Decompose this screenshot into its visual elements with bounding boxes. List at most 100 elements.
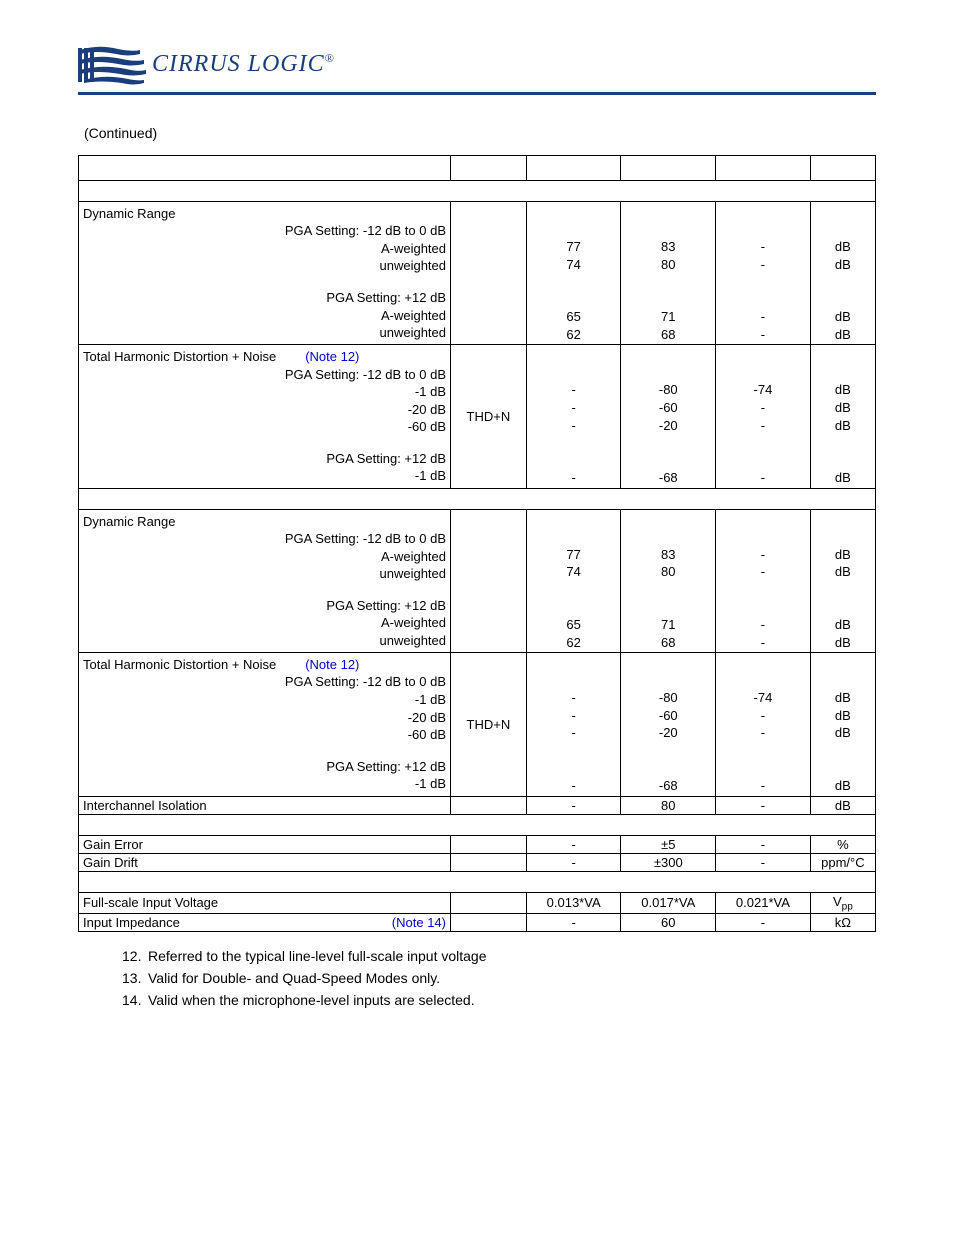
d-imp-max: - bbox=[716, 914, 811, 932]
note-12-link-a[interactable]: (Note 12) bbox=[305, 349, 359, 364]
brand-reg: ® bbox=[325, 51, 335, 65]
b-thd-v4-unit: dB bbox=[835, 777, 851, 795]
c-gerr-max: - bbox=[716, 835, 811, 853]
a-thd-min: - - - - bbox=[526, 345, 621, 488]
note-14: 14.Valid when the microphone-level input… bbox=[122, 992, 876, 1008]
b-thd-sym: THD+N bbox=[451, 653, 527, 796]
d-imp-min: - bbox=[526, 914, 621, 932]
a-thd-l1: -1 dB bbox=[83, 383, 446, 401]
b-dr-aw-typ: 83 bbox=[661, 546, 675, 564]
a-dr-uw-unit: dB bbox=[835, 256, 851, 274]
hdr-typ bbox=[621, 156, 716, 181]
spec-table: Dynamic Range PGA Setting: -12 dB to 0 d… bbox=[78, 155, 876, 932]
a-dr-uw-min: 74 bbox=[566, 256, 580, 274]
b-thd-v1-min: - bbox=[571, 689, 575, 707]
c-gerr-min: - bbox=[526, 835, 621, 853]
a-thd-v1-unit: dB bbox=[835, 381, 851, 399]
d-fsiv-unit-sub: pp bbox=[842, 901, 853, 912]
b-dr-aw2-max: - bbox=[761, 616, 765, 634]
a-thd-v2-min: - bbox=[571, 399, 575, 417]
b-iso-unit: dB bbox=[810, 796, 875, 814]
b-iso-typ: 80 bbox=[621, 796, 716, 814]
d-fsiv-typ: 0.017*VA bbox=[621, 892, 716, 914]
b-thd-pga1: PGA Setting: -12 dB to 0 dB bbox=[83, 673, 446, 691]
a-thd-v3-min: - bbox=[571, 417, 575, 435]
note-12-num: 12. bbox=[122, 948, 148, 964]
d-imp-unit: kΩ bbox=[810, 914, 875, 932]
b-dr-sym bbox=[451, 509, 527, 652]
b-thd-v3-typ: -20 bbox=[659, 724, 678, 742]
section-b-gap bbox=[79, 488, 876, 509]
d-fsiv-max: 0.021*VA bbox=[716, 892, 811, 914]
a-dr-unit: dB dB dB dB bbox=[810, 202, 875, 345]
c-gdrift-min: - bbox=[526, 853, 621, 871]
b-dr-aw-min: 77 bbox=[566, 546, 580, 564]
b-thd-v4-min: - bbox=[571, 777, 575, 795]
a-dr-uw: unweighted bbox=[83, 257, 446, 275]
b-iso-max: - bbox=[716, 796, 811, 814]
note-12-text: Referred to the typical line-level full-… bbox=[148, 948, 487, 964]
a-thd-typ: -80 -60 -20 -68 bbox=[621, 345, 716, 488]
a-thd-v2-unit: dB bbox=[835, 399, 851, 417]
note-14-text: Valid when the microphone-level inputs a… bbox=[148, 992, 475, 1008]
a-dr-uw-max: - bbox=[761, 256, 765, 274]
a-thd-v1-min: - bbox=[571, 381, 575, 399]
a-dr-uw2-unit: dB bbox=[835, 326, 851, 344]
a-dr-pga2: PGA Setting: +12 dB bbox=[83, 289, 446, 307]
b-thd-v3-unit: dB bbox=[835, 724, 851, 742]
b-thd-typ: -80 -60 -20 -68 bbox=[621, 653, 716, 796]
row-a-thd: Total Harmonic Distortion + Noise (Note … bbox=[79, 345, 876, 488]
a-dr-aw2-max: - bbox=[761, 308, 765, 326]
d-imp-sym bbox=[451, 914, 527, 932]
c-gdrift-sym bbox=[451, 853, 527, 871]
b-thd-v4-typ: -68 bbox=[659, 777, 678, 795]
hdr-unit bbox=[810, 156, 875, 181]
a-dr-sym bbox=[451, 202, 527, 345]
page: CIRRUS LOGIC® (Continued) Dynamic Range … bbox=[0, 0, 954, 1054]
b-dr-min: 77 74 65 62 bbox=[526, 509, 621, 652]
note-14-link[interactable]: (Note 14) bbox=[392, 915, 446, 930]
c-gerr-unit: % bbox=[810, 835, 875, 853]
b-thd-unit: dB dB dB dB bbox=[810, 653, 875, 796]
c-gdrift-unit: ppm/°C bbox=[810, 853, 875, 871]
a-thd-pga2: PGA Setting: +12 dB bbox=[83, 450, 446, 468]
a-dr-title: Dynamic Range bbox=[83, 205, 446, 223]
c-gdrift-title: Gain Drift bbox=[79, 853, 451, 871]
note-12: 12.Referred to the typical line-level fu… bbox=[122, 948, 876, 964]
row-d-imp: Input Impedance (Note 14) - 60 - kΩ bbox=[79, 914, 876, 932]
b-thd-pga2: PGA Setting: +12 dB bbox=[83, 758, 446, 776]
a-thd-v2-max: - bbox=[761, 399, 765, 417]
b-thd-v2-max: - bbox=[761, 707, 765, 725]
d-imp-title: Input Impedance bbox=[83, 915, 180, 930]
note-12-link-b[interactable]: (Note 12) bbox=[305, 657, 359, 672]
d-fsiv-sym bbox=[451, 892, 527, 914]
b-thd-v1-max: -74 bbox=[754, 689, 773, 707]
note-14-num: 14. bbox=[122, 992, 148, 1008]
hdr-max bbox=[716, 156, 811, 181]
b-dr-uw-typ: 80 bbox=[661, 563, 675, 581]
b-dr-aw: A-weighted bbox=[83, 548, 446, 566]
d-fsiv-title: Full-scale Input Voltage bbox=[79, 892, 451, 914]
brand-text: CIRRUS LOGIC bbox=[152, 51, 325, 77]
a-thd-l2: -20 dB bbox=[83, 401, 446, 419]
a-dr-aw-unit: dB bbox=[835, 238, 851, 256]
c-gerr-sym bbox=[451, 835, 527, 853]
a-dr-param: Dynamic Range PGA Setting: -12 dB to 0 d… bbox=[79, 202, 451, 345]
a-thd-v3-unit: dB bbox=[835, 417, 851, 435]
a-thd-v4-unit: dB bbox=[835, 469, 851, 487]
d-imp-param: Input Impedance (Note 14) bbox=[79, 914, 451, 932]
logo: CIRRUS LOGIC® bbox=[78, 40, 876, 88]
b-dr-title: Dynamic Range bbox=[83, 513, 446, 531]
b-dr-typ: 83 80 71 68 bbox=[621, 509, 716, 652]
b-dr-uw2-typ: 68 bbox=[661, 634, 675, 652]
b-thd-l4: -1 dB bbox=[83, 775, 446, 793]
cirrus-logo-icon bbox=[78, 40, 148, 88]
b-dr-uw-max: - bbox=[761, 563, 765, 581]
d-fsiv-min: 0.013*VA bbox=[526, 892, 621, 914]
a-dr-uw2-min: 62 bbox=[566, 326, 580, 344]
a-dr-aw-typ: 83 bbox=[661, 238, 675, 256]
row-b-thd: Total Harmonic Distortion + Noise (Note … bbox=[79, 653, 876, 796]
b-iso-sym bbox=[451, 796, 527, 814]
b-iso-min: - bbox=[526, 796, 621, 814]
row-b-dr: Dynamic Range PGA Setting: -12 dB to 0 d… bbox=[79, 509, 876, 652]
